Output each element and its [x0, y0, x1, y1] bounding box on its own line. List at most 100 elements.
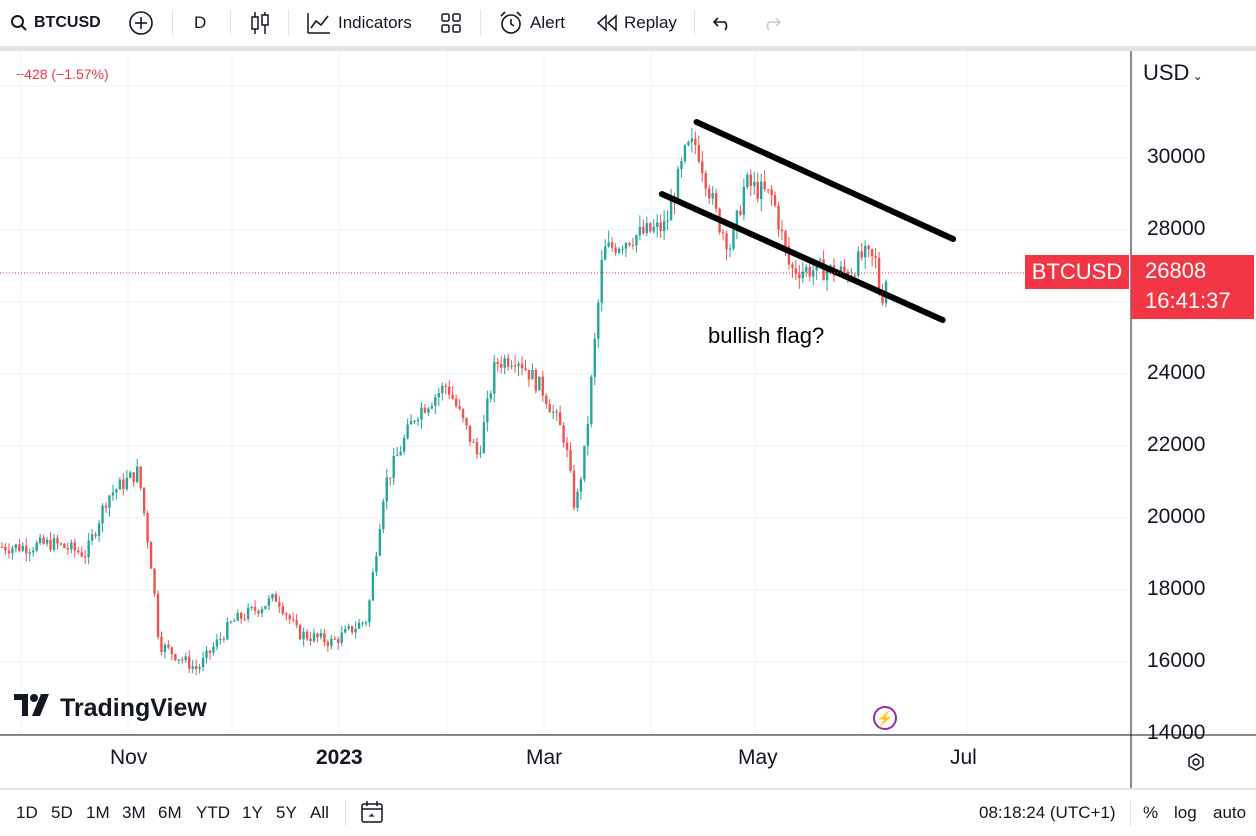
- range-button-1m[interactable]: 1M: [86, 803, 110, 822]
- candle-body: [101, 505, 104, 524]
- candle-body: [392, 455, 395, 478]
- candle-body: [274, 594, 278, 602]
- candle-body: [42, 537, 45, 544]
- range-button-5d[interactable]: 5D: [51, 803, 73, 822]
- alert-button[interactable]: Alert: [498, 0, 565, 46]
- candle-body: [735, 210, 739, 230]
- candle-body: [38, 537, 42, 543]
- candle-body: [860, 251, 863, 258]
- toolbar-separator: [288, 10, 289, 36]
- percent-toggle[interactable]: %: [1143, 803, 1159, 822]
- candle-body: [70, 542, 73, 550]
- candle-body: [368, 600, 371, 623]
- candle-body: [198, 667, 201, 669]
- range-button-ytd[interactable]: YTD: [196, 803, 230, 822]
- candle-body: [312, 633, 316, 641]
- candle-body: [583, 445, 586, 480]
- candle-body: [576, 491, 579, 508]
- candle-body: [649, 223, 652, 232]
- candle-body: [510, 365, 513, 367]
- candle-body: [146, 513, 149, 543]
- candle-body: [416, 419, 420, 421]
- range-button-6m[interactable]: 6M: [158, 803, 182, 822]
- candle-body: [555, 411, 558, 413]
- candle-body: [104, 505, 108, 508]
- candle-body: [316, 633, 319, 638]
- chart-annotation[interactable]: bullish flag?: [708, 323, 825, 348]
- chart-type-button[interactable]: [248, 0, 272, 46]
- log-toggle[interactable]: log: [1174, 803, 1197, 822]
- clock[interactable]: 08:18:24 (UTC+1): [979, 803, 1116, 822]
- auto-toggle[interactable]: auto: [1213, 803, 1247, 822]
- candle-body: [399, 451, 402, 456]
- candle-body: [77, 550, 80, 553]
- tradingview-logo[interactable]: TradingView: [14, 694, 207, 723]
- candle-body: [662, 221, 666, 232]
- candle-body: [430, 405, 434, 409]
- candle-body: [59, 543, 63, 545]
- candle-body: [319, 633, 323, 638]
- candle-body: [766, 189, 770, 191]
- candle-body: [427, 408, 430, 413]
- last-price-tag: 26808 16:41:37: [1131, 255, 1254, 319]
- symbol-search[interactable]: BTCUSD: [10, 0, 101, 46]
- candle-body: [541, 376, 544, 396]
- candle-body: [704, 173, 707, 189]
- candle-body: [326, 642, 330, 646]
- toolbar-divider: [0, 46, 1256, 51]
- currency-selector[interactable]: USD ⌄: [1143, 60, 1203, 86]
- candle-body: [558, 412, 562, 426]
- candle-body: [350, 626, 354, 633]
- range-button-1y[interactable]: 1Y: [242, 803, 263, 822]
- candle-body: [451, 394, 454, 399]
- price-chart[interactable]: [0, 51, 1256, 788]
- range-button-1d[interactable]: 1D: [16, 803, 38, 822]
- candle-body: [240, 612, 243, 619]
- candle-body: [323, 633, 326, 643]
- go-to-date-button[interactable]: [360, 800, 386, 829]
- axis-settings-icon[interactable]: [1186, 752, 1206, 777]
- candle-body: [278, 601, 281, 607]
- candle-body: [122, 479, 125, 490]
- candle-body: [28, 552, 31, 554]
- candle-body: [791, 264, 794, 269]
- candle-body: [49, 539, 52, 550]
- indicators-button[interactable]: Indicators: [306, 0, 412, 46]
- templates-button[interactable]: [440, 0, 462, 46]
- candle-body: [292, 619, 295, 621]
- range-button-all[interactable]: All: [310, 803, 329, 822]
- flash-icon[interactable]: ⚡: [873, 706, 897, 730]
- candle-body: [184, 656, 187, 661]
- candle-body: [565, 442, 569, 451]
- candle-body: [652, 226, 655, 232]
- candle-body: [32, 550, 35, 553]
- bottom-separator: [1130, 800, 1131, 826]
- range-button-5y[interactable]: 5Y: [276, 803, 297, 822]
- candle-body: [600, 259, 603, 303]
- candle-body: [468, 425, 472, 442]
- undo-button[interactable]: [712, 0, 734, 46]
- redo-button[interactable]: [760, 0, 782, 46]
- candle-body: [347, 626, 350, 629]
- replay-button[interactable]: Replay: [596, 0, 677, 46]
- interval-button[interactable]: D: [194, 0, 206, 46]
- candle-body: [562, 425, 565, 443]
- candle-body: [756, 181, 759, 200]
- candle-body: [25, 545, 28, 554]
- candle-body: [18, 544, 21, 551]
- series-label-tag: BTCUSD: [1025, 255, 1129, 289]
- price-change: −428 (−1.57%): [16, 66, 109, 82]
- range-button-3m[interactable]: 3M: [122, 803, 146, 822]
- price-tick-label: 24000: [1147, 361, 1206, 384]
- candle-body: [475, 442, 479, 455]
- candle-body: [170, 647, 174, 655]
- indicators-icon: [306, 11, 332, 35]
- candles-icon: [248, 10, 272, 36]
- compare-button[interactable]: [128, 0, 154, 46]
- candle-body: [7, 550, 11, 554]
- candle-body: [129, 472, 132, 478]
- candle-body: [406, 424, 409, 439]
- candle-body: [489, 393, 492, 399]
- candle-body: [90, 534, 94, 541]
- candle-body: [454, 398, 458, 407]
